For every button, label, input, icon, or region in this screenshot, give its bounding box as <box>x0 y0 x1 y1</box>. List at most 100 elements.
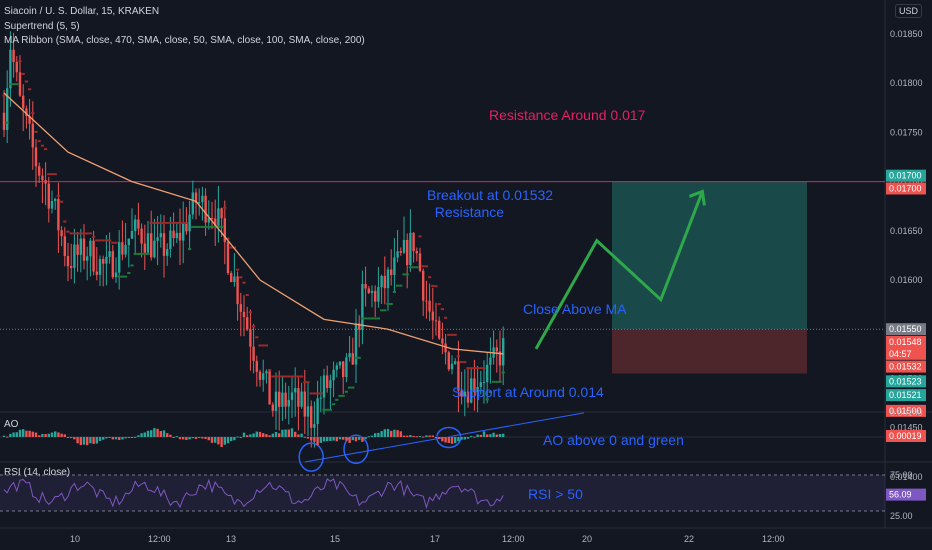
supertrend-segment <box>408 266 412 269</box>
ao-bar <box>226 437 230 444</box>
candle-body <box>358 323 361 330</box>
price-badge <box>886 360 926 373</box>
candle-body <box>236 276 239 305</box>
price-tick: 0.01400 <box>890 472 923 482</box>
supertrend-segment <box>210 225 214 228</box>
price-badge-label: 0.01523 <box>889 376 922 386</box>
candle-body <box>329 380 332 389</box>
time-tick: 12:00 <box>502 534 525 544</box>
candle-body <box>281 392 284 407</box>
ao-bar <box>290 428 294 437</box>
candle-body <box>457 361 460 391</box>
supertrend-segment <box>162 221 166 224</box>
candle-body <box>383 275 386 289</box>
ao-bar <box>178 437 182 440</box>
candle-body <box>82 238 86 261</box>
supertrend-segment <box>28 88 32 91</box>
candle-body <box>150 233 153 258</box>
ao-bar <box>230 437 233 442</box>
ma-ribbon-legend[interactable]: MA Ribbon (SMA, close, 470, SMA, close, … <box>4 35 365 46</box>
stop-zone <box>612 329 807 374</box>
candle-body <box>438 320 441 339</box>
price-badge-label: 0.01532 <box>889 362 922 372</box>
candle-body <box>178 232 182 241</box>
supertrend-segment <box>40 144 44 147</box>
supertrend-segment <box>335 398 339 401</box>
supertrend-segment <box>255 336 259 339</box>
supertrend-segment <box>370 317 374 320</box>
candle-body <box>502 337 505 366</box>
supertrend-segment <box>450 333 454 336</box>
supertrend-segment <box>492 380 496 383</box>
supertrend-legend[interactable]: Supertrend (5, 5) <box>4 21 80 32</box>
price-badge <box>886 404 926 417</box>
ao-bar <box>415 436 418 438</box>
close-above-ma-annotation: Close Above MA <box>523 301 627 317</box>
candle-body <box>262 373 265 380</box>
ao-bar <box>66 437 70 438</box>
ao-bar <box>463 437 466 440</box>
supertrend-segment <box>325 408 329 411</box>
ao-bar <box>25 430 28 437</box>
rsi-badge-label: 56.09 <box>889 490 912 500</box>
candle-body <box>470 378 473 403</box>
ao-bar <box>82 437 86 445</box>
candle-body <box>70 266 73 268</box>
supertrend-segment <box>172 221 176 224</box>
ao-bar <box>486 434 489 437</box>
ao-bar <box>364 437 367 439</box>
candle-body <box>137 219 140 229</box>
candle-body <box>44 180 47 184</box>
ao-bar <box>265 434 268 437</box>
candle-body <box>316 398 319 425</box>
candle-body <box>159 233 162 238</box>
candle-body <box>338 361 342 366</box>
supertrend-segment <box>130 264 134 267</box>
ao-bar <box>223 437 226 445</box>
candle-body <box>402 239 406 253</box>
supertrend-segment <box>242 281 246 284</box>
ao-bar <box>6 436 9 438</box>
candle-body <box>188 214 191 232</box>
ao-bar <box>162 430 166 437</box>
ao-histogram <box>2 428 505 448</box>
ao-bar <box>329 437 332 441</box>
candle-body <box>406 239 409 266</box>
ao-badge <box>886 430 926 442</box>
candle-body <box>226 242 230 273</box>
time-tick: 22 <box>684 534 694 544</box>
rsi-annotation: RSI > 50 <box>528 486 583 502</box>
supertrend-segment <box>306 381 310 384</box>
candle-body <box>498 351 502 366</box>
projection-arrowhead <box>688 189 706 206</box>
price-badge <box>886 182 926 195</box>
ao-bar <box>422 436 425 438</box>
ao-bar <box>63 434 66 437</box>
candle-body <box>450 363 454 370</box>
ao-bar <box>207 437 210 441</box>
ao-bar <box>191 437 194 439</box>
ao-bar <box>57 432 60 437</box>
ao-bar <box>262 433 265 437</box>
supertrend-segment <box>338 394 342 397</box>
rsi-tick: 25.00 <box>890 511 913 521</box>
time-tick: 10 <box>70 534 80 544</box>
price-badge <box>886 335 926 348</box>
ao-bar <box>242 432 246 437</box>
candle-body <box>130 231 134 239</box>
ao-bar <box>134 436 137 438</box>
candle-body <box>198 202 201 204</box>
supertrend-segment <box>85 232 89 235</box>
candle-body <box>98 259 102 275</box>
ao-annotation: AO above 0 and green <box>543 432 684 448</box>
supertrend-segment <box>66 230 70 233</box>
supertrend-segment <box>396 284 400 287</box>
price-badge <box>886 323 926 336</box>
ao-bar <box>124 437 127 439</box>
ao-bar <box>450 437 454 444</box>
currency-button[interactable]: USD <box>894 4 922 18</box>
supertrend-segment <box>456 355 460 358</box>
supertrend-segment <box>82 232 86 235</box>
supertrend-segment <box>143 252 147 255</box>
